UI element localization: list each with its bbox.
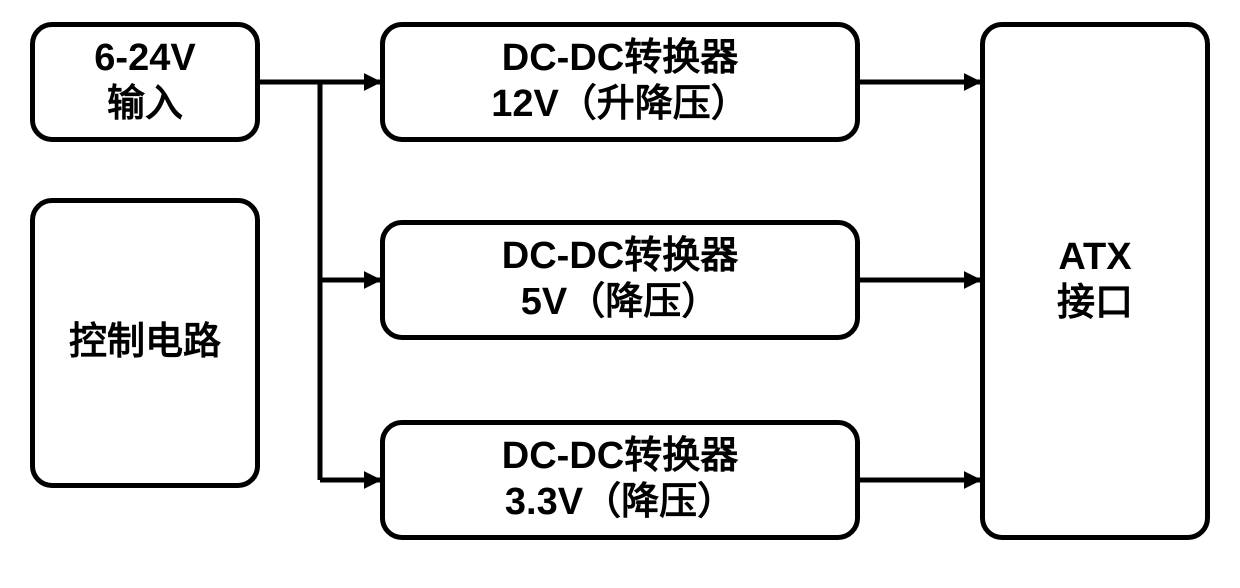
node-input-line1: 6-24V <box>94 36 195 82</box>
node-dcdc-3v3: DC-DC转换器 3.3V（降压） <box>380 420 860 540</box>
node-dc33-line1: DC-DC转换器 <box>502 434 738 480</box>
node-control-circuit: 控制电路 <box>30 198 260 488</box>
node-dc33-line2: 3.3V（降压） <box>505 480 735 526</box>
node-input: 6-24V 输入 <box>30 22 260 142</box>
node-atx-line2: 接口 <box>1057 281 1133 327</box>
node-dc5-line1: DC-DC转换器 <box>502 234 738 280</box>
node-input-line2: 输入 <box>107 82 183 128</box>
node-dcdc-5v: DC-DC转换器 5V（降压） <box>380 220 860 340</box>
diagram-canvas: 6-24V 输入 控制电路 DC-DC转换器 12V（升降压） DC-DC转换器… <box>0 0 1240 588</box>
node-dc12-line2: 12V（升降压） <box>491 82 749 128</box>
node-atx-interface: ATX 接口 <box>980 22 1210 540</box>
node-dc12-line1: DC-DC转换器 <box>502 36 738 82</box>
node-dc5-line2: 5V（降压） <box>521 280 719 326</box>
node-dcdc-12v: DC-DC转换器 12V（升降压） <box>380 22 860 142</box>
node-control-line1: 控制电路 <box>69 320 221 366</box>
node-atx-line1: ATX <box>1058 235 1131 281</box>
